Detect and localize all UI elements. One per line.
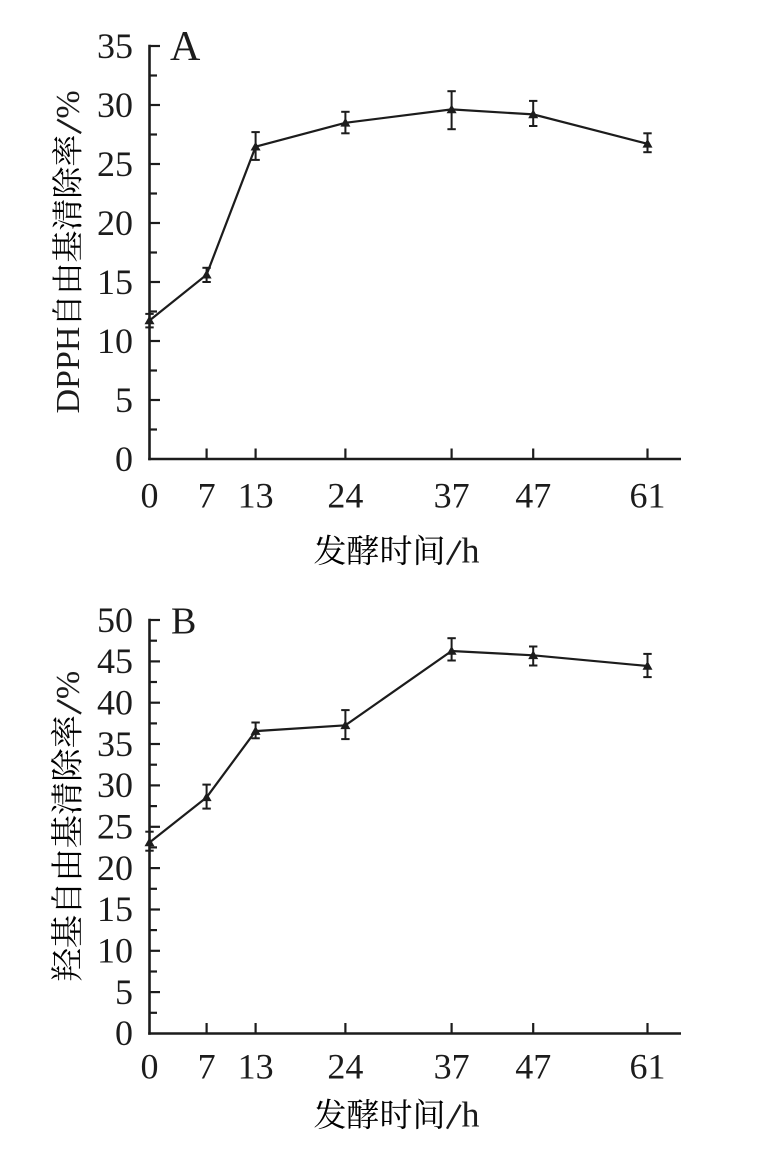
svg-text:25: 25 (97, 807, 133, 847)
svg-text:30: 30 (97, 85, 133, 125)
svg-text:10: 10 (97, 321, 133, 361)
svg-text:13: 13 (238, 476, 274, 516)
svg-text:0: 0 (141, 1047, 159, 1087)
svg-text:%: % (50, 90, 87, 118)
svg-text:30: 30 (97, 765, 133, 805)
svg-text:37: 37 (434, 476, 470, 516)
svg-text:7: 7 (198, 1047, 216, 1087)
svg-text:47: 47 (515, 476, 551, 516)
svg-text:24: 24 (327, 1047, 363, 1087)
svg-text:0: 0 (115, 439, 133, 479)
svg-text:35: 35 (97, 26, 133, 66)
svg-text:DPPH: DPPH (50, 327, 87, 414)
svg-text:h: h (462, 1095, 480, 1135)
svg-text:5: 5 (115, 972, 133, 1012)
svg-text:45: 45 (97, 641, 133, 681)
svg-text:47: 47 (515, 1047, 551, 1087)
svg-text:25: 25 (97, 144, 133, 184)
svg-text:15: 15 (97, 889, 133, 929)
svg-text:37: 37 (434, 1047, 470, 1087)
svg-text:10: 10 (97, 931, 133, 971)
svg-text:0: 0 (115, 1013, 133, 1053)
svg-text:13: 13 (238, 1047, 274, 1087)
svg-text:7: 7 (198, 476, 216, 516)
svg-text:%: % (50, 671, 87, 699)
svg-text:50: 50 (97, 600, 133, 640)
svg-text:61: 61 (630, 1047, 666, 1087)
svg-text:0: 0 (141, 476, 159, 516)
svg-text:B: B (171, 601, 196, 643)
svg-text:24: 24 (327, 476, 363, 516)
svg-text:A: A (170, 24, 201, 70)
svg-text:20: 20 (97, 203, 133, 243)
svg-text:15: 15 (97, 262, 133, 302)
svg-text:35: 35 (97, 724, 133, 764)
svg-text:61: 61 (630, 476, 666, 516)
svg-text:5: 5 (115, 380, 133, 420)
svg-text:h: h (462, 531, 480, 571)
svg-text:20: 20 (97, 848, 133, 888)
svg-text:40: 40 (97, 683, 133, 723)
